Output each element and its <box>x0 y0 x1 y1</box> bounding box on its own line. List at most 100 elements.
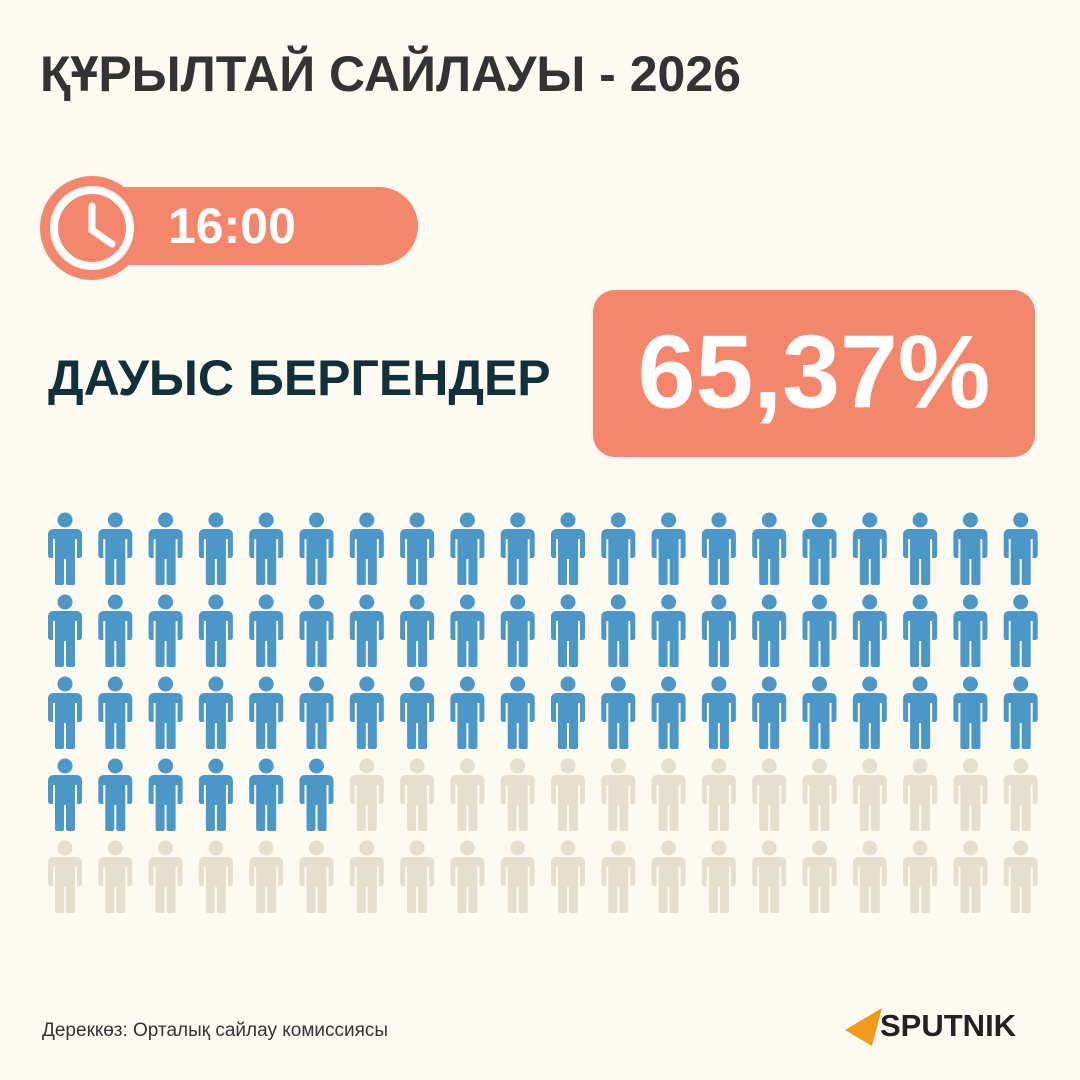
person-head <box>761 594 777 610</box>
time: 16:00 <box>168 198 296 254</box>
person-empty <box>450 758 485 831</box>
person-body <box>802 693 837 749</box>
person-head <box>610 840 626 856</box>
person-filled <box>249 512 284 585</box>
person-head <box>459 840 475 856</box>
person-filled <box>701 676 736 749</box>
person-filled <box>802 594 837 667</box>
person-body <box>198 529 233 585</box>
person-empty <box>349 758 384 831</box>
person-empty <box>852 840 887 913</box>
person-body <box>651 693 686 749</box>
person-empty <box>953 840 988 913</box>
person-head <box>711 512 727 528</box>
person-head <box>409 840 425 856</box>
person-filled <box>752 594 787 667</box>
person-body <box>98 611 133 667</box>
person-head <box>711 758 727 774</box>
person-body <box>299 693 334 749</box>
person-head <box>560 758 576 774</box>
pictogram <box>48 512 1038 913</box>
person-body <box>349 611 384 667</box>
person-body <box>249 775 284 831</box>
person-head <box>610 758 626 774</box>
person-head <box>510 676 526 692</box>
person-filled <box>551 676 585 749</box>
person-body <box>1003 857 1038 913</box>
person-body <box>400 775 435 831</box>
person-head <box>862 840 878 856</box>
person-filled <box>198 594 233 667</box>
person-head <box>359 512 375 528</box>
person-body <box>701 529 736 585</box>
person-filled <box>48 512 82 585</box>
person-filled <box>249 758 284 831</box>
person-body <box>651 775 686 831</box>
person-head <box>610 676 626 692</box>
person-body <box>249 529 284 585</box>
person-empty <box>400 758 435 831</box>
person-empty <box>48 840 82 913</box>
person-head <box>610 512 626 528</box>
person-head <box>409 512 425 528</box>
person-head <box>962 840 978 856</box>
person-body <box>651 529 686 585</box>
person-body <box>450 775 485 831</box>
person-body <box>299 775 334 831</box>
person-filled <box>450 676 485 749</box>
person-filled <box>903 594 938 667</box>
person-head <box>912 512 928 528</box>
person-head <box>208 594 224 610</box>
person-empty <box>148 840 183 913</box>
person-head <box>661 594 677 610</box>
person-head <box>761 512 777 528</box>
person-head <box>1013 594 1029 610</box>
person-body <box>1003 529 1038 585</box>
person-filled <box>701 594 736 667</box>
person-body <box>1003 693 1038 749</box>
person-filled <box>349 676 384 749</box>
person-head <box>459 758 475 774</box>
person-body <box>953 857 988 913</box>
person-head <box>761 840 777 856</box>
person-body <box>249 611 284 667</box>
person-filled <box>349 512 384 585</box>
person-head <box>661 676 677 692</box>
person-body <box>98 693 133 749</box>
person-head <box>459 594 475 610</box>
person-body <box>852 775 887 831</box>
person-filled <box>1003 676 1038 749</box>
person-body <box>500 775 535 831</box>
person-head <box>1013 512 1029 528</box>
person-head <box>359 594 375 610</box>
person-filled <box>903 676 938 749</box>
person-head <box>560 594 576 610</box>
person-head <box>107 676 123 692</box>
person-head <box>158 594 174 610</box>
person-head <box>107 594 123 610</box>
person-empty <box>953 758 988 831</box>
person-filled <box>299 594 334 667</box>
person-body <box>48 529 82 585</box>
person-empty <box>752 840 787 913</box>
person-head <box>309 512 324 528</box>
person-body <box>500 611 535 667</box>
person-body <box>802 775 837 831</box>
person-filled <box>148 512 183 585</box>
person-head <box>57 594 73 610</box>
person-filled <box>249 676 284 749</box>
person-body <box>198 857 233 913</box>
person-body <box>450 529 485 585</box>
person-head <box>610 594 626 610</box>
person-empty <box>1003 840 1038 913</box>
person-empty <box>349 840 384 913</box>
person-head <box>962 594 978 610</box>
person-body <box>450 857 485 913</box>
person-body <box>601 857 636 913</box>
person-filled <box>651 594 686 667</box>
person-body <box>48 693 82 749</box>
person-head <box>359 676 375 692</box>
person-body <box>551 857 585 913</box>
person-filled <box>98 512 133 585</box>
clock-hands <box>88 202 116 248</box>
